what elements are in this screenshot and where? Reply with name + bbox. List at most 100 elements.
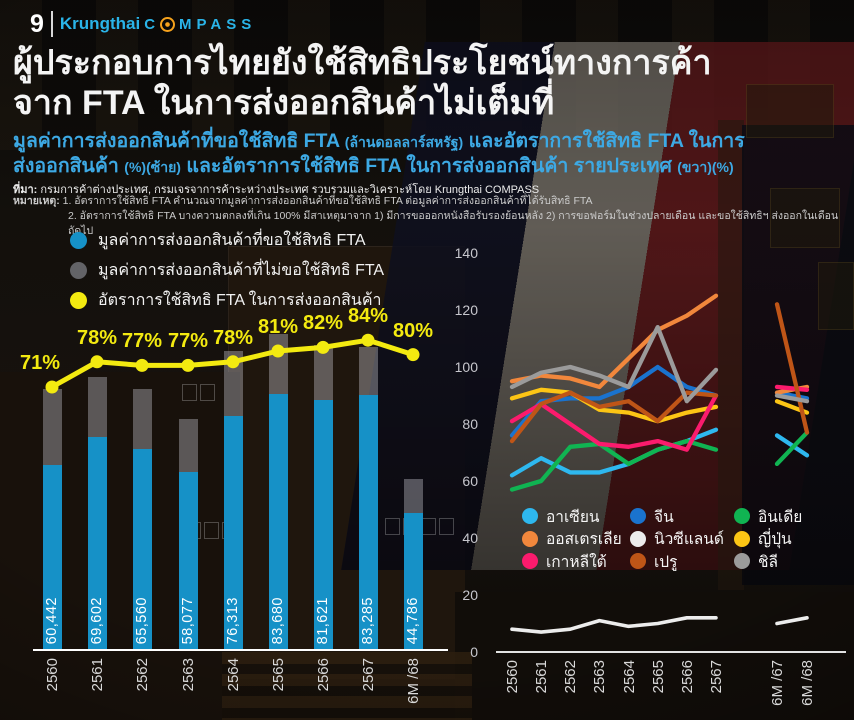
subtitle-segment: และอัตราการใช้สิทธิ FTA ในการส่งออกสินค้…: [180, 155, 678, 178]
legend-item-peru: เปรู: [630, 549, 734, 574]
x-axis-label-right: 6M /68: [799, 660, 816, 706]
x-axis-label-right: 2565: [649, 660, 667, 694]
subtitle-line1: มูลค่าการส่งออกสินค้าที่ขอใช้สิทธิ FTA (…: [13, 129, 851, 154]
legend-item-label: อาเซียน: [546, 508, 600, 526]
x-axis-label-right: 2566: [678, 660, 696, 694]
china-dot-icon: [630, 508, 646, 525]
background-pallet: [222, 652, 472, 720]
bar-used-2567: [358, 395, 378, 650]
pct-label: 81%: [257, 316, 299, 338]
bar-used-2564: [223, 416, 243, 650]
bar-value-label: 58,077: [180, 596, 196, 644]
chart-subtitle: มูลค่าการส่งออกสินค้าที่ขอใช้สิทธิ FTA (…: [13, 129, 851, 180]
bar-used-2561: [87, 437, 107, 650]
source-line: ที่มา: กรมการค้าต่างประเทศ, กรมเจรจาการค…: [13, 180, 843, 198]
subtitle-segment: ส่งออกสินค้า: [13, 155, 125, 178]
legend-left-chart: มูลค่าการส่งออกสินค้าที่ขอใช้สิทธิ FTA มู…: [70, 228, 384, 318]
pct-label: 77%: [167, 330, 209, 353]
legend-item-australia: ออสเตรเลีย: [522, 526, 630, 551]
source-text: กรมการค้าต่างประเทศ, กรมเจรจาการค้าระหว่…: [37, 184, 540, 196]
legend-item-asean: อาเซียน: [522, 504, 630, 529]
legend-item-chile: ชิลี: [734, 549, 802, 574]
footnote-label: หมายเหตุ:: [13, 195, 60, 207]
new-zealand-dot-icon: [630, 530, 646, 547]
bar-value-label: 76,313: [225, 596, 241, 644]
x-axis-label-right: 2562: [562, 660, 580, 694]
footnote-line1: หมายเหตุ: 1. อัตราการใช้สิทธิ FTA คำนวณจ…: [13, 195, 593, 207]
subtitle-line2: ส่งออกสินค้า (%)(ซ้าย) และอัตราการใช้สิท…: [13, 154, 851, 179]
fta-utilization-rate-dot-icon: [70, 292, 87, 309]
bar-used-2563: [178, 472, 198, 650]
pct-label: 78%: [212, 326, 254, 349]
background-cardboard-box: [0, 372, 240, 720]
x-axis-label-left: 2567: [360, 658, 377, 692]
peru-dot-icon: [630, 553, 646, 570]
india-dot-icon: [734, 508, 750, 525]
unused-fta-value-dot-icon: [70, 262, 87, 279]
legend-item-label: ชิลี: [758, 553, 779, 571]
x-axis-label-right: 2560: [504, 660, 521, 694]
x-axis-label-right: 2564: [620, 660, 638, 694]
brand-krungthai: Krungthai: [59, 14, 141, 33]
legend-item-label: นิวซีแลนด์: [654, 531, 724, 549]
bar-value-label: 83,680: [270, 596, 286, 644]
bar-value-label: 81,621: [315, 596, 331, 644]
legend-item-japan: ญี่ปุ่น: [734, 526, 802, 551]
background-cardboard-box: [455, 592, 854, 720]
x-axis-label-left: 2566: [315, 658, 332, 692]
page-title-line1: ผู้ประกอบการไทยยังใช้สิทธิประโยชน์ทางการ…: [13, 44, 712, 82]
x-axis-label-left: 2565: [270, 658, 287, 692]
subtitle-segment: (%)(ซ้าย): [124, 159, 181, 176]
bar-used-2565: [268, 394, 288, 650]
japan-dot-icon: [734, 530, 750, 547]
subtitle-segment: (ล้านดอลลาร์สหรัฐ): [344, 134, 464, 150]
legend-item-label: อินเดีย: [758, 508, 803, 526]
x-axis-label-left: 2560: [44, 658, 61, 692]
south-korea-dot-icon: [522, 553, 538, 570]
footnotes: หมายเหตุ: 1. อัตราการใช้สิทธิ FTA คำนวณจ…: [13, 194, 849, 240]
legend-item-new-zealand: นิวซีแลนด์: [630, 526, 734, 551]
pct-label: 84%: [347, 305, 389, 328]
x-axis-label-right: 2563: [591, 660, 609, 694]
bar-used-2560: [42, 465, 62, 650]
x-axis-label-right: 2561: [533, 660, 551, 694]
legend-item-label: จีน: [654, 508, 674, 526]
legend-item-china: จีน: [630, 504, 734, 529]
x-axis-label-right: 2567: [707, 660, 725, 694]
background-box: [770, 188, 840, 248]
bar-used-2562: [132, 449, 152, 650]
used-fta-value-dot-icon: [70, 232, 87, 249]
pct-label: 71%: [19, 352, 61, 374]
legend-item-label: เกาหลีใต้: [546, 553, 607, 571]
pct-label: 78%: [76, 326, 118, 349]
page-title: ผู้ประกอบการไทยยังใช้สิทธิประโยชน์ทางการ…: [13, 44, 848, 124]
legend-item-label: เปรู: [654, 553, 678, 571]
chile-dot-icon: [734, 553, 750, 570]
legend-item-label: ญี่ปุ่น: [758, 531, 792, 549]
subtitle-segment: มูลค่าการส่งออกสินค้าที่ขอใช้สิทธิ FTA: [13, 130, 345, 152]
legend-item-label: อัตราการใช้สิทธิ FTA ในการส่งออกสินค้า: [98, 292, 382, 309]
bar-value-label: 60,442: [44, 596, 60, 644]
pct-label: 77%: [121, 330, 163, 353]
bar-value-label: 65,560: [134, 596, 150, 644]
bar-value-label: 69,602: [89, 596, 105, 644]
bar-used-6M /68: [403, 513, 423, 650]
krungthai-compass-logo: Krungthai C MPASS: [60, 14, 256, 34]
subtitle-segment: (ขวา)(%): [677, 159, 734, 176]
bar-value-label: 83,285: [360, 596, 376, 644]
legend-item-india: อินเดีย: [734, 504, 802, 529]
legend-item-used-fta-value: มูลค่าการส่งออกสินค้าที่ขอใช้สิทธิ FTA: [70, 228, 384, 253]
pct-label: 82%: [302, 312, 344, 335]
pct-label: 80%: [392, 319, 434, 342]
x-axis-label-left: 2564: [225, 658, 242, 692]
background-box: [746, 84, 834, 138]
brand-compass-c: C: [144, 15, 161, 33]
x-axis-label-left: 2563: [180, 658, 197, 692]
bar-used-2566: [313, 400, 333, 650]
legend-item-unused-fta-value: มูลค่าการส่งออกสินค้าที่ไม่ขอใช้สิทธิ FT…: [70, 258, 384, 283]
page-number: 9: [30, 11, 53, 37]
compass-icon: [160, 16, 176, 32]
page-title-line2: จาก FTA ในการส่งออกสินค้าไม่เต็มที่: [13, 83, 555, 122]
legend-item-fta-utilization-rate: อัตราการใช้สิทธิ FTA ในการส่งออกสินค้า: [70, 288, 384, 313]
legend-right-chart: อาเซียน จีน อินเดียออสเตรเลีย นิวซีแลนด์ ญี่…: [522, 505, 802, 573]
